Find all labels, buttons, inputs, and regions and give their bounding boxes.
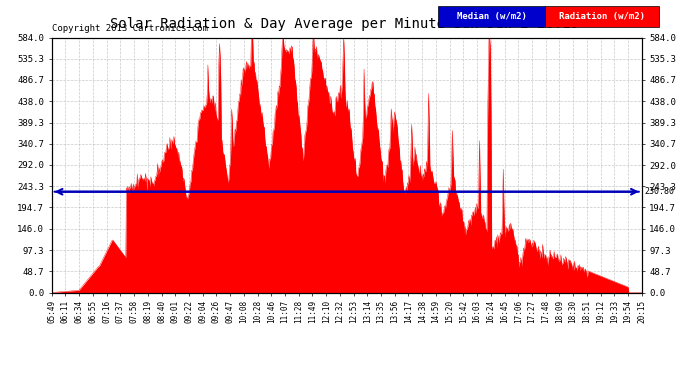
Text: Radiation (w/m2): Radiation (w/m2)	[559, 12, 645, 21]
Text: Median (w/m2): Median (w/m2)	[457, 12, 526, 21]
Text: 230.80: 230.80	[644, 187, 675, 196]
Text: Solar Radiation & Day Average per Minute Sun Jun 2 20:19: Solar Radiation & Day Average per Minute…	[110, 17, 580, 31]
Text: Copyright 2013 Cartronics.com: Copyright 2013 Cartronics.com	[52, 24, 208, 33]
